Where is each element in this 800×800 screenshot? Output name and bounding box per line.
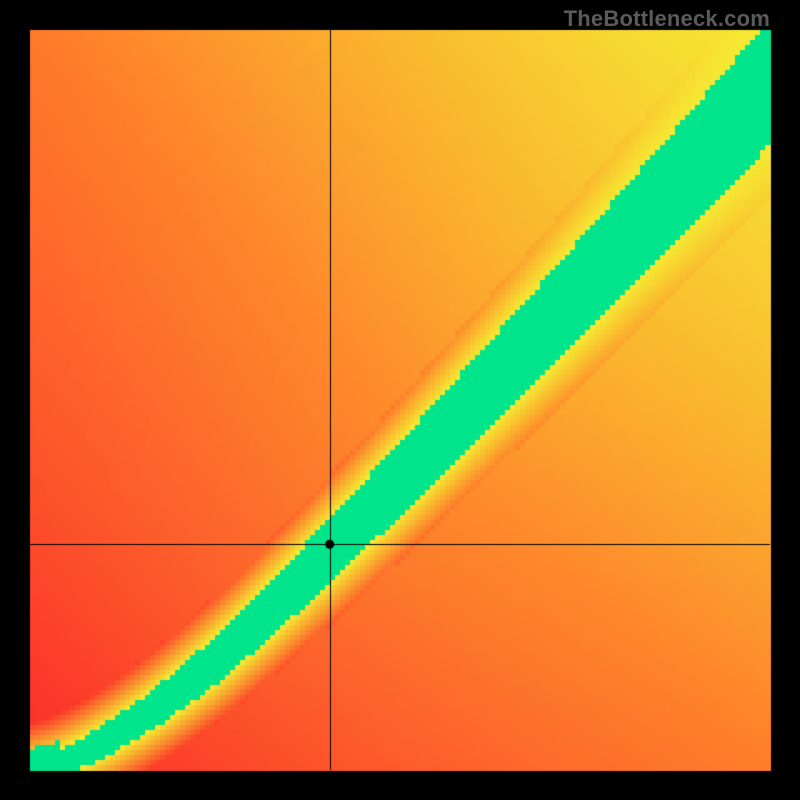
chart-container: TheBottleneck.com bbox=[0, 0, 800, 800]
watermark-text: TheBottleneck.com bbox=[564, 6, 770, 32]
heatmap-canvas bbox=[0, 0, 800, 800]
